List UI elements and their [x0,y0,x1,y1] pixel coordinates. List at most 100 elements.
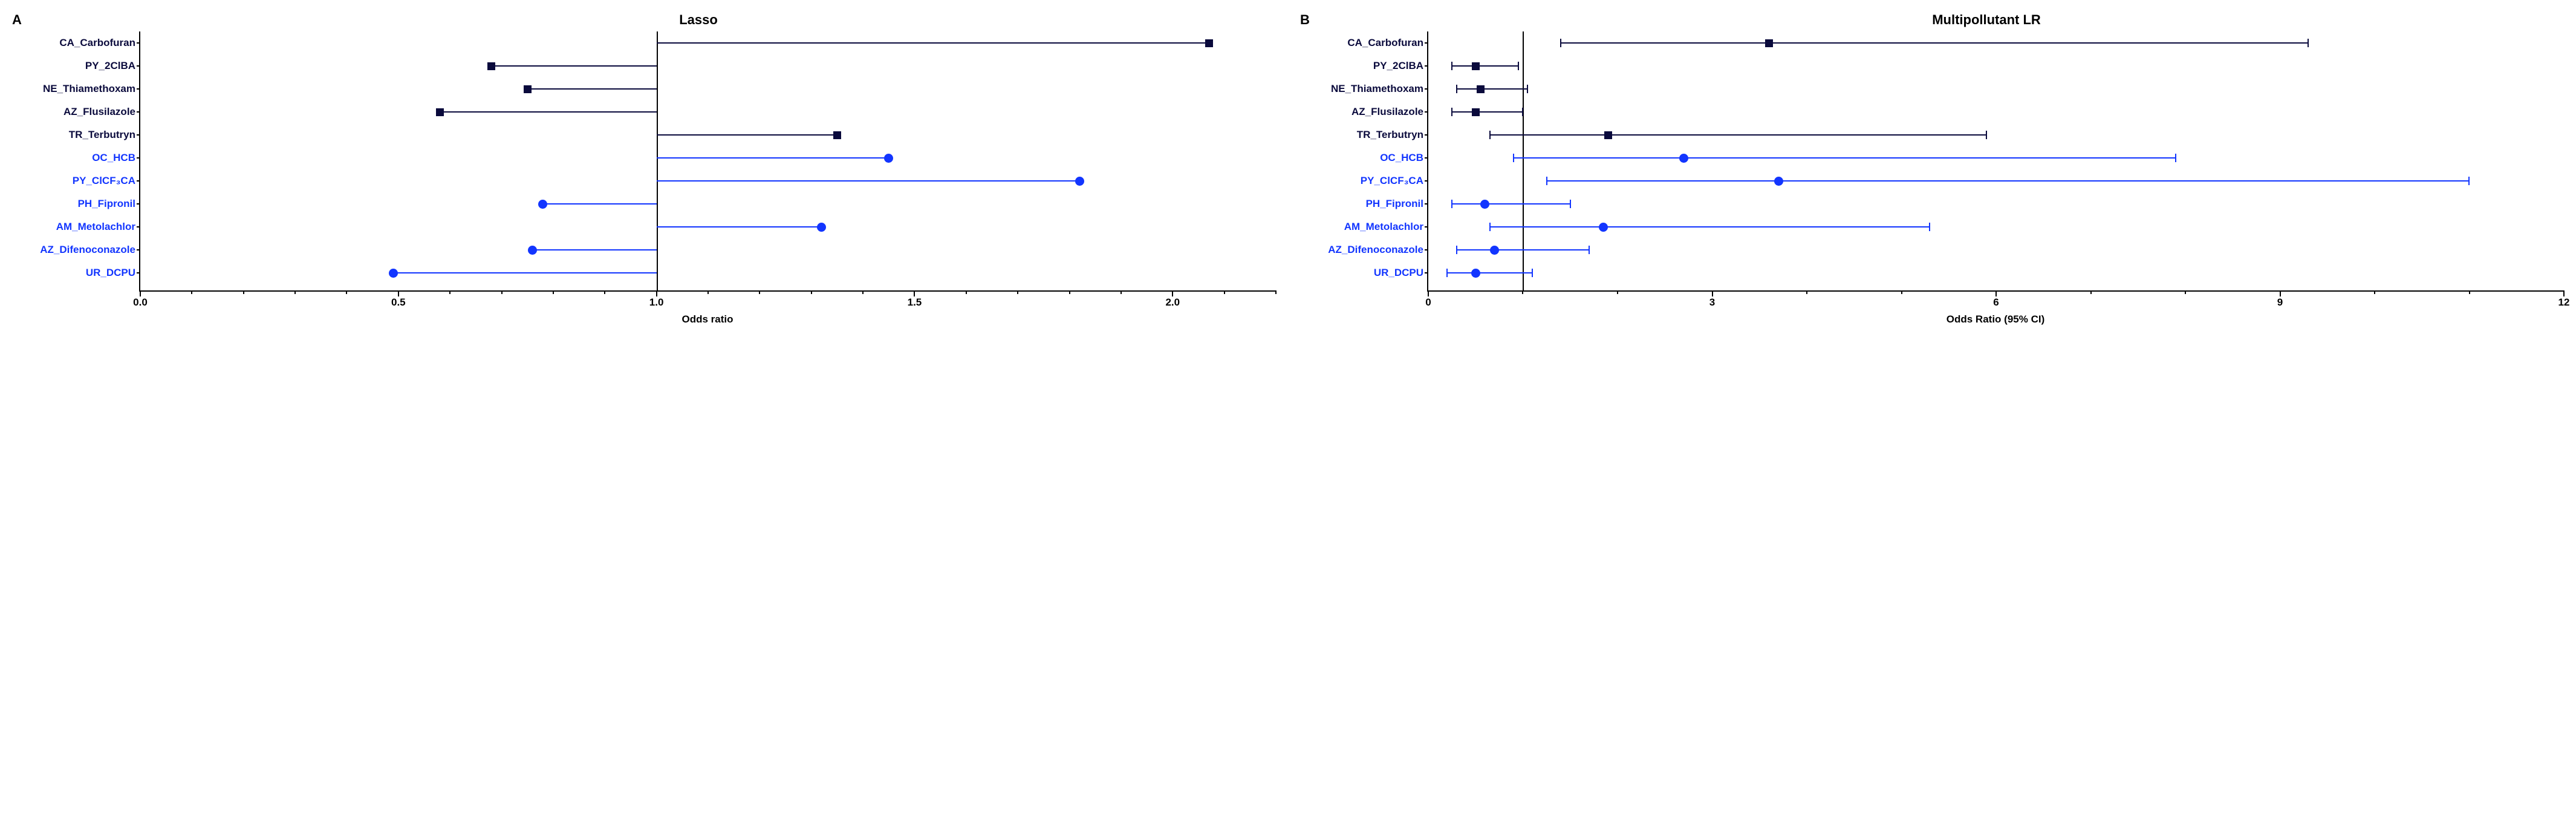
circle-marker-icon [1075,177,1084,186]
xtick-label: 9 [2277,296,2283,309]
ylabel-AM_Metolachlor: AM_Metolachlor [12,215,139,238]
ci-cap [1546,177,1547,185]
xtick-major [398,290,399,296]
panel-a-ylabels: CA_CarbofuranPY_2ClBANE_ThiamethoxamAZ_F… [12,31,139,292]
ytick [1425,134,1428,136]
xtick-major [1712,290,1713,296]
ylabel-TR_Terbutryn: TR_Terbutryn [1300,123,1427,146]
square-marker-icon [833,131,841,139]
ci-cap [1522,108,1523,116]
panel-b-ylabels: CA_CarbofuranPY_2ClBANE_ThiamethoxamAZ_F… [1300,31,1427,292]
xtick-label: 6 [1993,296,1999,309]
reference-line [1523,31,1524,290]
ytick [1425,180,1428,182]
ci-cap [1560,39,1561,47]
xtick-minor [1522,290,1523,294]
xtick-major [914,290,915,296]
panel-b: B Multipollutant LR CA_CarbofuranPY_2ClB… [1300,12,2564,326]
xtick-minor [501,290,503,294]
circle-marker-icon [1471,269,1480,278]
ci-cap [1456,246,1457,254]
xtick-minor [1069,290,1070,294]
xtick-minor [294,290,296,294]
whisker [527,88,656,90]
ytick [137,203,140,205]
xtick-minor [1617,290,1618,294]
xtick-label: 12 [2558,296,2570,309]
panel-a-plotarea: 0.00.51.01.52.0 [139,31,1276,292]
whisker [393,272,656,273]
xtick-minor [1224,290,1225,294]
ylabel-UR_DCPU: UR_DCPU [1300,261,1427,284]
xtick-minor [2185,290,2186,294]
xtick-minor [759,290,760,294]
ytick [1425,111,1428,113]
ytick [1425,65,1428,67]
ylabel-PY_2ClBA: PY_2ClBA [12,54,139,77]
xtick-minor [707,290,709,294]
ylabel-UR_DCPU: UR_DCPU [12,261,139,284]
panel-a-title: Lasso [121,12,1276,28]
circle-marker-icon [1490,246,1499,255]
xtick-minor [2374,290,2375,294]
ytick [137,180,140,182]
xtick-major [1428,290,1429,296]
ci-whisker [1490,226,1930,228]
whisker [657,226,822,228]
whisker [657,157,889,159]
ci-whisker [1457,88,1527,90]
square-marker-icon [1472,108,1480,116]
ytick [137,42,140,44]
ci-whisker [1514,157,2176,159]
ytick [137,65,140,67]
ci-cap [1929,223,1930,231]
panel-a-letter: A [12,12,22,28]
xtick-minor [1901,290,1902,294]
xtick-minor [966,290,967,294]
xtick-label: 1.5 [908,296,922,309]
ci-cap [1451,200,1452,208]
square-marker-icon [1477,85,1485,93]
ci-cap [1513,154,1514,162]
figure: A Lasso CA_CarbofuranPY_2ClBANE_Thiameth… [12,12,2564,326]
ylabel-OC_HCB: OC_HCB [12,146,139,169]
ylabel-CA_Carbofuran: CA_Carbofuran [12,31,139,54]
circle-marker-icon [1480,200,1489,209]
ylabel-NE_Thiamethoxam: NE_Thiamethoxam [1300,77,1427,100]
square-marker-icon [1205,39,1213,47]
ci-cap [1489,131,1491,139]
panel-a-plot: CA_CarbofuranPY_2ClBANE_ThiamethoxamAZ_F… [12,31,1276,292]
ci-cap [1589,246,1590,254]
xtick-label: 0.5 [391,296,406,309]
ytick [137,226,140,228]
whisker [657,180,1080,182]
square-marker-icon [1472,62,1480,70]
ylabel-TR_Terbutryn: TR_Terbutryn [12,123,139,146]
circle-marker-icon [1599,223,1608,232]
ytick [1425,157,1428,159]
xtick-minor [811,290,812,294]
ytick [1425,249,1428,250]
ylabel-PH_Fipronil: PH_Fipronil [12,192,139,215]
ylabel-AZ_Flusilazole: AZ_Flusilazole [12,100,139,123]
ylabel-PY_ClCF3CA: PY_ClCF₃CA [1300,169,1427,192]
xtick-minor [1806,290,1807,294]
xtick-major [140,290,141,296]
xtick-minor [243,290,244,294]
whisker [543,203,657,205]
xtick-major [656,290,657,296]
whisker [440,111,657,113]
square-marker-icon [1604,131,1612,139]
xtick-label: 1.0 [649,296,664,309]
ci-cap [1456,85,1457,93]
ylabel-AZ_Difenoconazole: AZ_Difenoconazole [1300,238,1427,261]
ci-whisker [1561,42,2308,44]
ci-cap [1489,223,1491,231]
circle-marker-icon [389,269,398,278]
ytick [137,157,140,159]
xtick-minor [2090,290,2092,294]
ci-cap [1451,62,1452,70]
ytick [137,88,140,90]
ci-cap [2175,154,2176,162]
ci-cap [2468,177,2470,185]
